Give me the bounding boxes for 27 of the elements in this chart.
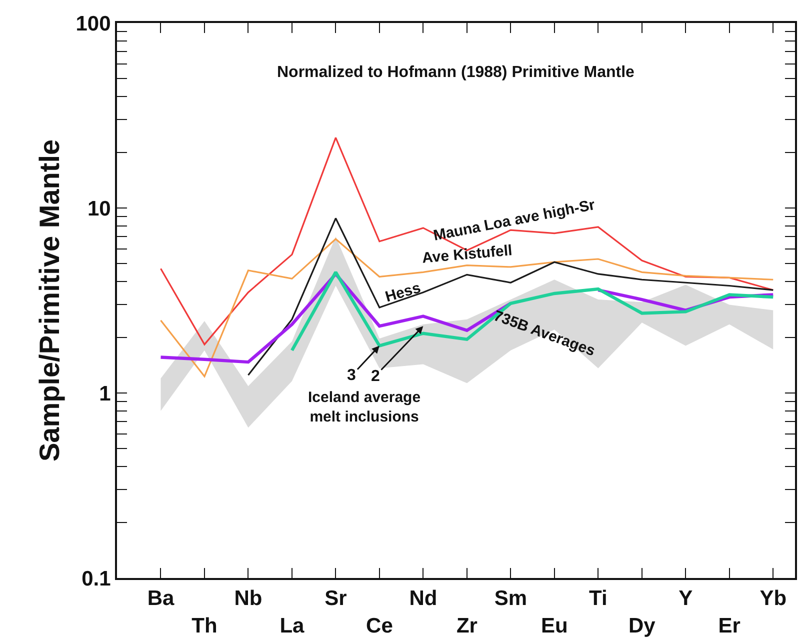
annotation: 2 [371,368,380,385]
y-axis-title: Sample/Primitive Mantle [34,139,65,462]
annotation: 3 [347,367,356,384]
annotation: Hess [383,279,423,306]
x-tick-label: Dy [628,614,656,638]
x-tick-label: Nb [234,587,262,610]
x-tick-label: Y [678,587,693,610]
x-tick-label: Th [192,614,218,638]
x-tick-label: Ti [589,587,608,610]
x-tick-label: Eu [541,614,568,638]
x-tick-label: Ce [366,614,393,638]
x-tick-label: Zr [456,614,478,638]
text: Normalized to Hofmann (1988) Primitive Mantle [277,64,635,81]
annotation: Ave Kistufell [421,242,513,267]
annotation: Mauna Loa ave high-Sr [432,196,597,244]
x-tick-label: Sr [324,587,347,610]
y-tick-label: 0.1 [82,567,112,590]
x-tick-label: La [280,614,305,638]
x-tick-label: Nd [409,587,438,610]
y-tick-label: 10 [87,197,111,220]
x-tick-label: Er [718,614,740,638]
y-tick-label: 100 [76,12,111,36]
y-tick-label: 1 [99,382,112,406]
x-tick-label: Ba [147,587,174,610]
x-tick-label: Yb [760,587,787,610]
annotation: Iceland average melt inclusions [308,389,421,426]
x-tick-label: Sm [494,587,528,610]
